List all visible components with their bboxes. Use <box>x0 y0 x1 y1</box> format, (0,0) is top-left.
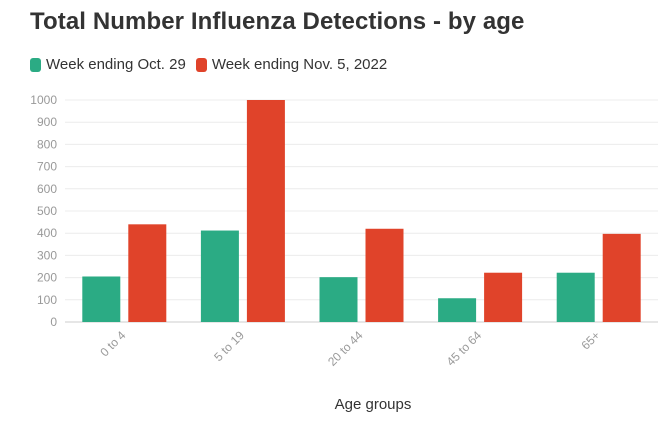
x-axis-title: Age groups <box>335 396 412 413</box>
legend-swatch-oct29 <box>30 57 41 72</box>
x-tick-label-4: 65+ <box>579 328 603 352</box>
x-tick-label-0: 0 to 4 <box>97 328 128 359</box>
y-tick-label-400: 400 <box>37 226 57 240</box>
legend-label-nov5: Week ending Nov. 5, 2022 <box>211 56 388 73</box>
y-tick-label-500: 500 <box>37 204 57 218</box>
legend-label-oct29: Week ending Oct. 29 <box>46 56 186 73</box>
y-axis-ticks: 0 100 200 300 400 500 600 700 800 900 1000 <box>30 93 57 329</box>
y-tick-label-300: 300 <box>37 248 57 262</box>
y-tick-label-200: 200 <box>37 271 57 285</box>
bar-oct29-2[interactable] <box>319 277 358 322</box>
bar-oct29-3[interactable] <box>438 298 477 322</box>
legend-item-oct29[interactable]: Week ending Oct. 29 <box>30 56 186 73</box>
bar-oct29-4[interactable] <box>556 272 595 322</box>
bar-nov5-1[interactable] <box>246 100 285 322</box>
legend: Week ending Oct. 29 Week ending Nov. 5, … <box>30 56 397 73</box>
bar-nov5-3[interactable] <box>484 272 523 322</box>
chart-title: Total Number Influenza Detections - by a… <box>30 8 525 35</box>
legend-swatch-nov5 <box>195 57 207 72</box>
x-axis-ticks: 0 to 4 5 to 19 20 to 44 45 to 64 65+ <box>97 328 603 369</box>
x-tick-label-3: 45 to 64 <box>444 328 485 369</box>
y-tick-label-800: 800 <box>37 137 57 151</box>
y-tick-label-0: 0 <box>50 315 57 329</box>
y-tick-label-600: 600 <box>37 182 57 196</box>
x-tick-label-1: 5 to 19 <box>211 328 247 364</box>
bar-nov5-4[interactable] <box>602 233 641 322</box>
bars <box>82 100 641 322</box>
y-tick-label-100: 100 <box>37 293 57 307</box>
x-tick-label-2: 20 to 44 <box>325 328 366 369</box>
bar-nov5-2[interactable] <box>365 228 404 322</box>
bar-oct29-0[interactable] <box>82 276 121 322</box>
bar-oct29-1[interactable] <box>200 230 239 322</box>
y-tick-label-700: 700 <box>37 160 57 174</box>
y-tick-label-1000: 1000 <box>30 93 57 107</box>
bar-nov5-0[interactable] <box>128 224 167 322</box>
y-tick-label-900: 900 <box>37 115 57 129</box>
legend-item-nov5[interactable]: Week ending Nov. 5, 2022 <box>195 56 388 73</box>
